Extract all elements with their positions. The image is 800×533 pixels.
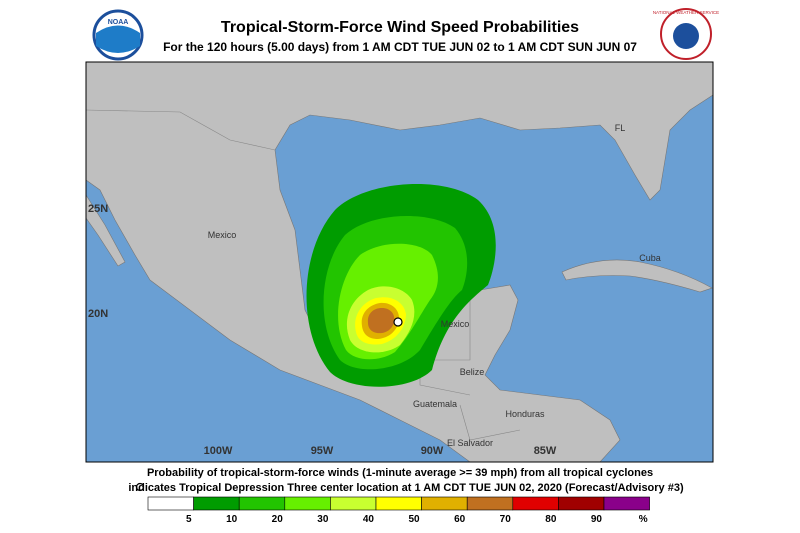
legend-swatch	[512, 496, 559, 511]
legend-swatch	[603, 496, 650, 511]
legend-label: 70	[500, 514, 512, 525]
legend-label: 40	[363, 514, 375, 525]
map-frame	[85, 61, 714, 463]
place-label: Mexico	[208, 230, 237, 240]
place-label: Cuba	[639, 253, 661, 263]
legend-swatch	[466, 496, 514, 511]
map: Mexico Mexico FL Cuba Belize Guatemala H…	[86, 62, 713, 462]
legend: 5 10 20 30 40 50 60 70 80 90%	[147, 496, 650, 525]
legend-swatch	[558, 496, 605, 511]
lat-label: 25N	[88, 203, 108, 215]
legend-label: 50	[408, 514, 420, 525]
footer-line: indicates Tropical Depression Three cent…	[128, 482, 684, 494]
title: Tropical-Storm-Force Wind Speed Probabil…	[221, 19, 579, 36]
subtitle: For the 120 hours (5.00 days) from 1 AM …	[163, 40, 637, 54]
legend-label: 80	[545, 514, 557, 525]
footer-line: Probability of tropical-storm-force wind…	[147, 467, 653, 479]
lon-label: 85W	[534, 445, 557, 457]
legend-swatch	[238, 496, 286, 511]
probability-contours	[306, 183, 496, 387]
lon-label: 90W	[421, 445, 444, 457]
center-key	[135, 482, 145, 492]
legend-label: 10	[226, 514, 238, 525]
legend-swatch	[284, 496, 331, 511]
noaa-text: NOAA	[108, 19, 129, 26]
legend-label: 90	[591, 514, 603, 525]
legend-label: 30	[317, 514, 329, 525]
place-label: Honduras	[505, 409, 545, 419]
legend-swatch	[147, 496, 194, 511]
legend-label: 5	[186, 514, 192, 525]
place-label: FL	[615, 123, 626, 133]
legend-label: 60	[454, 514, 466, 525]
center-marker	[393, 317, 403, 327]
lat-label: 20N	[88, 308, 108, 320]
legend-swatch	[193, 496, 240, 511]
nws-text: NATIONAL WEATHER SERVICE	[653, 10, 719, 15]
place-label: Belize	[460, 367, 485, 377]
lon-label: 100W	[204, 445, 233, 457]
place-label: El Salvador	[447, 438, 493, 448]
lon-label: 95W	[311, 445, 334, 457]
nws-logo: NATIONAL WEATHER SERVICE	[653, 8, 719, 60]
legend-swatch	[421, 496, 468, 511]
place-label: Guatemala	[413, 399, 457, 409]
legend-swatch	[330, 496, 377, 511]
legend-label: 20	[272, 514, 284, 525]
legend-label: %	[639, 514, 648, 525]
legend-swatch	[375, 496, 422, 511]
place-label: Mexico	[441, 319, 470, 329]
noaa-logo: NOAA	[92, 9, 144, 61]
